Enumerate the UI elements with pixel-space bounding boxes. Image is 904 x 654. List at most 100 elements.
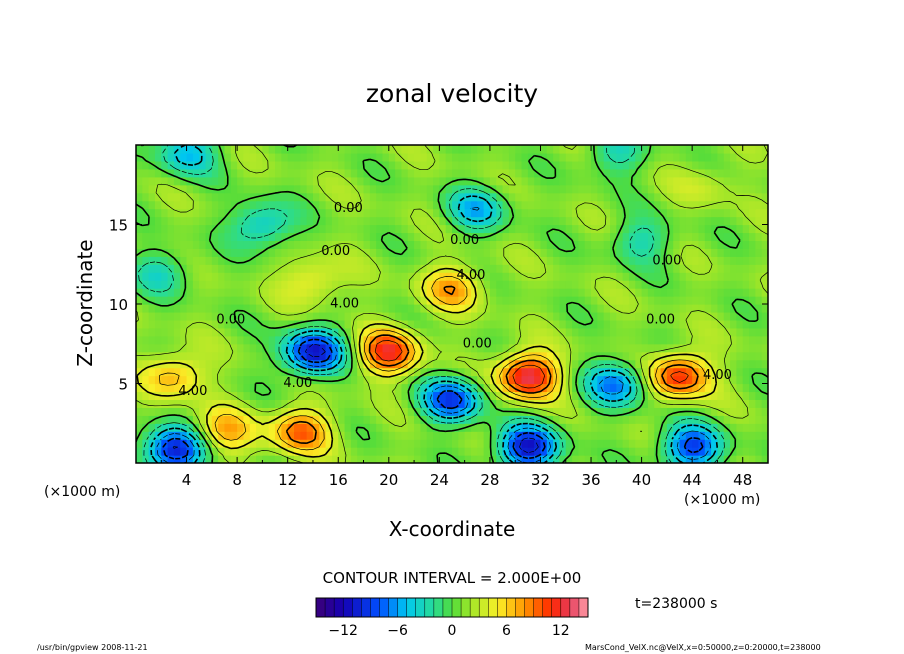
field-cell <box>730 264 737 273</box>
field-cell <box>502 216 510 226</box>
field-cell <box>660 248 668 257</box>
field-cell <box>717 311 725 321</box>
field-cell <box>357 335 365 345</box>
field-cell <box>521 415 529 424</box>
field-cell <box>559 447 567 456</box>
field-cell <box>369 447 377 456</box>
field-cell <box>395 280 403 289</box>
colorbar-tick-label: 0 <box>448 623 457 639</box>
field-cell <box>597 391 605 400</box>
field-cell <box>534 232 542 241</box>
field-cell <box>388 240 396 249</box>
field-cell <box>243 383 251 393</box>
field-cell <box>736 280 744 289</box>
field-cell <box>388 447 396 456</box>
field-cell <box>749 455 756 463</box>
field-cell <box>711 232 719 241</box>
field-cell <box>565 423 573 432</box>
field-cell <box>508 319 516 329</box>
field-cell <box>546 304 554 313</box>
field-cell <box>622 232 630 241</box>
field-cell <box>723 200 731 210</box>
field-cell <box>496 272 504 281</box>
field-cell <box>357 304 365 313</box>
field-cell <box>294 439 301 448</box>
field-cell <box>489 319 497 329</box>
field-cell <box>268 407 276 416</box>
field-cell <box>546 311 554 321</box>
field-cell <box>692 184 700 194</box>
field-cell <box>262 232 270 241</box>
field-cell <box>730 216 737 226</box>
field-cell <box>281 280 289 289</box>
field-cell <box>268 383 276 393</box>
field-cell <box>192 391 200 400</box>
field-cell <box>540 208 548 218</box>
field-cell <box>388 367 396 377</box>
field-cell <box>433 200 440 210</box>
field-cell <box>553 208 561 218</box>
field-cell <box>496 192 504 202</box>
field-cell <box>470 240 478 249</box>
field-cell <box>376 304 384 313</box>
field-cell <box>572 280 579 289</box>
field-cell <box>256 145 263 154</box>
field-cell <box>666 192 674 202</box>
field-cell <box>237 224 245 234</box>
field-cell <box>660 224 668 234</box>
field-cell <box>755 256 763 265</box>
field-cell <box>388 200 396 210</box>
field-cell <box>192 224 200 234</box>
field-cell <box>635 391 643 400</box>
field-cell <box>717 399 725 408</box>
field-cell <box>628 343 636 353</box>
field-cell <box>180 383 188 393</box>
field-cell <box>136 367 143 377</box>
field-cell <box>426 168 434 178</box>
field-cell <box>515 399 523 408</box>
field-cell <box>325 391 333 400</box>
field-cell <box>483 208 491 218</box>
field-cell <box>218 399 226 408</box>
field-cell <box>742 200 750 210</box>
field-cell <box>407 272 415 281</box>
field-cell <box>546 335 554 345</box>
field-cell <box>395 407 403 416</box>
field-cell <box>736 168 744 178</box>
field-cell <box>382 192 390 202</box>
field-cell <box>237 200 245 210</box>
field-cell <box>211 304 219 313</box>
field-cell <box>338 311 346 321</box>
field-cell <box>578 216 586 226</box>
colorbar-tick-label: 12 <box>552 623 570 639</box>
field-cell <box>597 280 605 289</box>
field-cell <box>496 407 504 416</box>
field-cell <box>635 375 643 385</box>
field-cell <box>597 256 605 265</box>
field-cell <box>388 152 396 162</box>
field-cell <box>161 335 169 345</box>
field-cell <box>489 431 497 440</box>
field-cell <box>723 168 731 178</box>
field-cell <box>477 264 485 273</box>
field-cell <box>736 351 744 361</box>
field-cell <box>148 145 156 154</box>
field-cell <box>616 407 624 416</box>
field-cell <box>331 160 339 170</box>
field-cell <box>508 192 516 202</box>
field-cell <box>319 176 327 186</box>
field-cell <box>275 351 282 361</box>
field-cell <box>167 208 175 218</box>
field-cell <box>407 152 415 162</box>
field-cell <box>584 359 592 369</box>
field-cell <box>749 145 756 154</box>
field-cell <box>224 423 232 432</box>
field-cell <box>565 311 573 321</box>
field-cell <box>300 152 308 162</box>
field-cell <box>742 367 750 377</box>
field-cell <box>230 256 238 265</box>
field-cell <box>218 145 226 154</box>
field-cell <box>287 224 295 234</box>
field-cell <box>534 439 542 448</box>
field-cell <box>268 145 276 154</box>
